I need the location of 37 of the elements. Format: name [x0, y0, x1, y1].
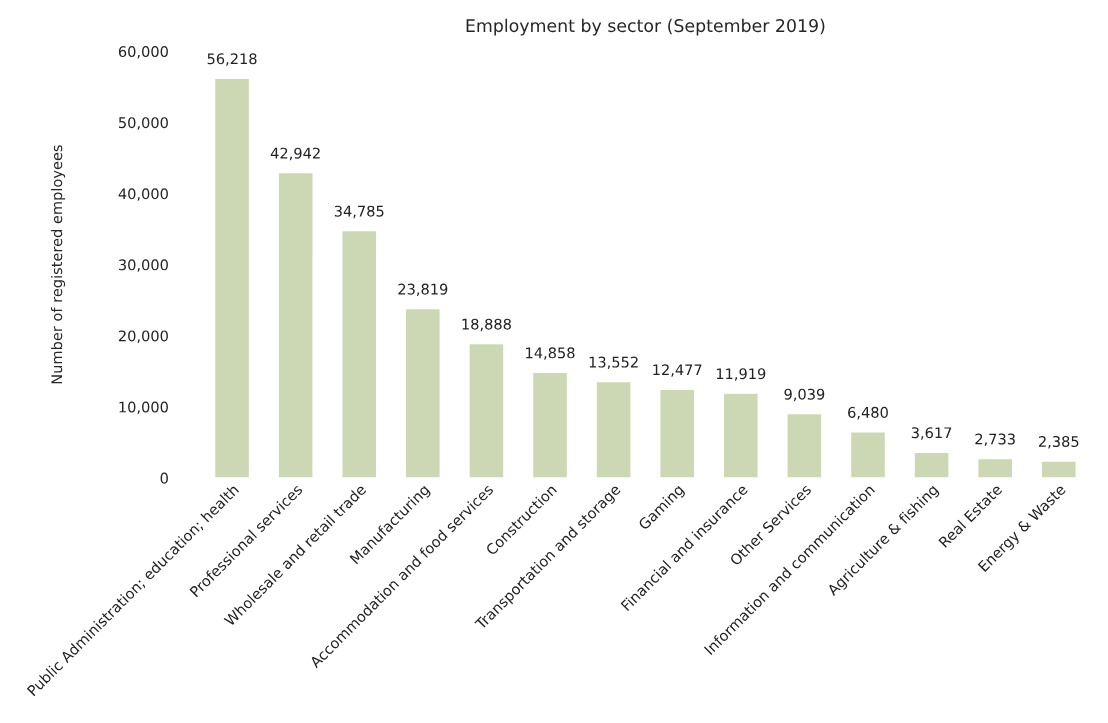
- data-label: 23,819: [398, 283, 448, 297]
- data-label: 6,480: [848, 406, 888, 420]
- bar: [913, 451, 950, 478]
- data-label: 18,888: [462, 318, 511, 332]
- chart-title: Employment by sector (September 2019): [466, 18, 825, 36]
- bar: [404, 307, 442, 478]
- data-label: 11,919: [716, 368, 766, 381]
- bar: [786, 412, 823, 478]
- y-tick-label: 0: [160, 472, 168, 484]
- bar: [341, 229, 378, 478]
- bar: [277, 171, 314, 478]
- bar: [468, 342, 505, 478]
- data-label: 12,477: [653, 364, 702, 377]
- y-axis-title: Number of registered employees: [50, 145, 66, 384]
- y-tick-label: 60,000: [118, 46, 168, 59]
- bar: [213, 77, 251, 478]
- y-tick-label: 20,000: [118, 330, 168, 343]
- data-label: 13,552: [589, 356, 638, 370]
- bar: [659, 388, 696, 478]
- bar: [976, 457, 1014, 478]
- y-tick-label: 10,000: [119, 401, 168, 415]
- bar: [849, 431, 887, 478]
- data-label: 42,942: [270, 147, 320, 161]
- bar: [531, 371, 569, 478]
- data-label: 34,785: [334, 205, 384, 219]
- data-label: 14,858: [526, 347, 575, 360]
- data-label: 2,385: [1038, 435, 1079, 449]
- data-label: 2,733: [975, 433, 1015, 447]
- bar: [1040, 460, 1077, 478]
- y-tick-label: 40,000: [118, 188, 168, 201]
- y-tick-label: 30,000: [118, 259, 168, 272]
- y-tick-label: 50,000: [119, 117, 168, 130]
- data-label: 3,617: [911, 427, 952, 440]
- bar: [595, 380, 632, 478]
- data-label: 56,218: [207, 53, 257, 66]
- data-label: 9,039: [784, 388, 825, 402]
- bar: [722, 392, 759, 478]
